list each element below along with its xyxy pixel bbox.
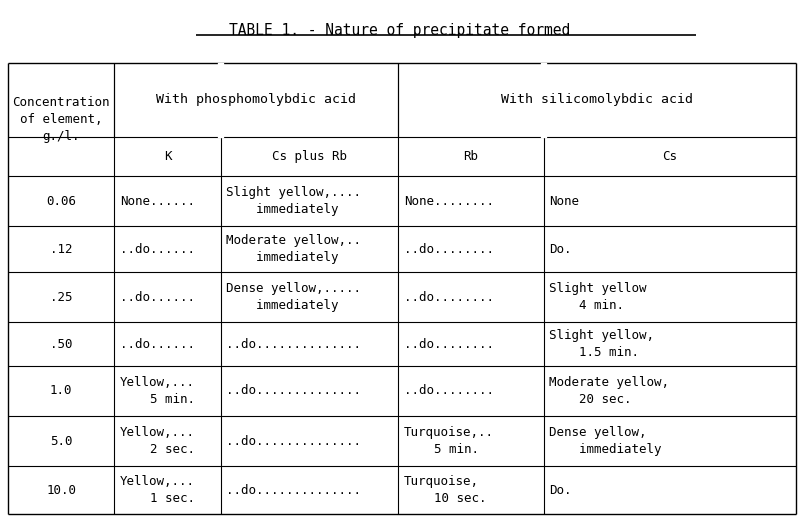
Text: 0.06: 0.06: [46, 195, 76, 208]
Text: Turquoise,..
    5 min.: Turquoise,.. 5 min.: [404, 426, 494, 456]
Text: With phosphomolybdic acid: With phosphomolybdic acid: [156, 93, 356, 106]
Text: Dense yellow,
    immediately: Dense yellow, immediately: [550, 426, 662, 456]
Text: ..do..............: ..do..............: [226, 435, 362, 447]
Text: ..do........: ..do........: [404, 243, 494, 256]
Text: ..do........: ..do........: [404, 384, 494, 397]
Text: Yellow,...
    5 min.: Yellow,... 5 min.: [120, 376, 195, 406]
Text: TABLE 1. - Nature of precipitate formed: TABLE 1. - Nature of precipitate formed: [230, 23, 570, 39]
Text: ..do..............: ..do..............: [226, 484, 362, 496]
Text: Cs: Cs: [662, 150, 678, 163]
Text: 10.0: 10.0: [46, 484, 76, 496]
Text: Cs plus Rb: Cs plus Rb: [272, 150, 347, 163]
Text: Dense yellow,.....
    immediately: Dense yellow,..... immediately: [226, 282, 362, 312]
Text: Slight yellow,....
    immediately: Slight yellow,.... immediately: [226, 186, 362, 216]
Text: ..do........: ..do........: [404, 338, 494, 351]
Text: None......: None......: [120, 195, 195, 208]
Text: Moderate yellow,..
    immediately: Moderate yellow,.. immediately: [226, 234, 362, 264]
Text: .12: .12: [50, 243, 73, 256]
Text: Rb: Rb: [463, 150, 478, 163]
Text: 5.0: 5.0: [50, 435, 73, 447]
Text: K: K: [164, 150, 171, 163]
Text: ..do..............: ..do..............: [226, 338, 362, 351]
Text: ..do......: ..do......: [120, 291, 195, 304]
Text: ..do......: ..do......: [120, 338, 195, 351]
Text: Do.: Do.: [550, 484, 572, 496]
Text: ..do........: ..do........: [404, 291, 494, 304]
Text: Slight yellow,
    1.5 min.: Slight yellow, 1.5 min.: [550, 329, 654, 359]
Text: .25: .25: [50, 291, 73, 304]
Text: ..do......: ..do......: [120, 243, 195, 256]
Text: Concentration
of element,
g./l.: Concentration of element, g./l.: [13, 96, 110, 143]
Text: Slight yellow
    4 min.: Slight yellow 4 min.: [550, 282, 647, 312]
Text: 1.0: 1.0: [50, 384, 73, 397]
Text: None........: None........: [404, 195, 494, 208]
Text: Moderate yellow,
    20 sec.: Moderate yellow, 20 sec.: [550, 376, 670, 406]
Text: Yellow,...
    1 sec.: Yellow,... 1 sec.: [120, 475, 195, 505]
Text: With silicomolybdic acid: With silicomolybdic acid: [501, 93, 693, 106]
Text: ..do..............: ..do..............: [226, 384, 362, 397]
Text: Yellow,...
    2 sec.: Yellow,... 2 sec.: [120, 426, 195, 456]
Text: .50: .50: [50, 338, 73, 351]
Text: Do.: Do.: [550, 243, 572, 256]
Text: Turquoise,
    10 sec.: Turquoise, 10 sec.: [404, 475, 486, 505]
Text: None: None: [550, 195, 579, 208]
